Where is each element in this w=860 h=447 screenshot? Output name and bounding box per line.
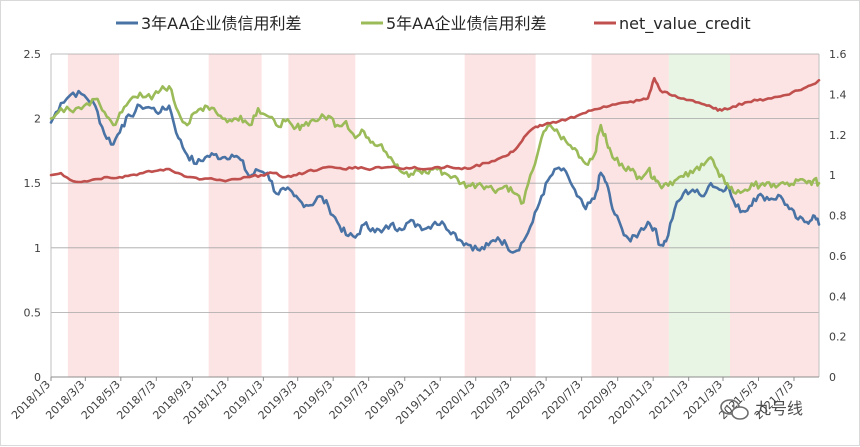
shaded-period [208, 54, 262, 377]
y-tick-label-left: 1.5 [24, 177, 42, 190]
shaded-period [288, 54, 356, 377]
y-tick-label-right: 1 [829, 169, 836, 182]
gridlines [51, 53, 819, 313]
y-tick-label-right: 0.2 [829, 331, 847, 344]
series-line-0 [49, 89, 821, 254]
series-line-1 [49, 85, 821, 205]
shaded-periods [67, 54, 819, 377]
y-tick-label-right: 0 [829, 371, 836, 384]
y-tick-label-left: 2 [34, 113, 41, 126]
y-tick-label-left: 1 [34, 242, 41, 255]
y-tick-label-right: 0.8 [829, 210, 847, 223]
shaded-period [464, 54, 536, 377]
y-tick-label-left: 2.5 [24, 48, 42, 61]
y-tick-label-right: 1.4 [829, 88, 847, 101]
y-axis-left: 0 0.5 1 1.5 2 2.5 [24, 48, 42, 384]
y-tick-label-right: 0.4 [829, 290, 847, 303]
legend-label: 3年AA企业债信用利差 [141, 14, 302, 33]
y-tick-label-right: 0.6 [829, 250, 847, 263]
y-tick-label-right: 1.2 [829, 129, 847, 142]
y-tick-label-left: 0 [34, 371, 41, 384]
shaded-period [668, 54, 730, 377]
watermark-text: 九号线 [755, 399, 803, 418]
watermark: 九号线 [720, 399, 803, 420]
legend-label: 5年AA企业债信用利差 [386, 14, 547, 33]
y-tick-label-right: 1.6 [829, 48, 847, 61]
legend: 3年AA企业债信用利差 5年AA企业债信用利差 net_value_credit [116, 14, 751, 34]
y-tick-label-left: 0.5 [24, 306, 42, 319]
series-lines [49, 76, 821, 254]
series-line-2 [49, 76, 821, 184]
shaded-period [729, 54, 819, 377]
x-axis: 2018/1/32018/3/32018/5/32018/7/32018/9/3… [9, 377, 796, 427]
legend-label: net_value_credit [619, 14, 751, 34]
axes [50, 54, 820, 378]
wechat-icon [720, 399, 749, 420]
y-axis-right: 0 0.2 0.4 0.6 0.8 1 1.2 1.4 1.6 [829, 48, 847, 384]
